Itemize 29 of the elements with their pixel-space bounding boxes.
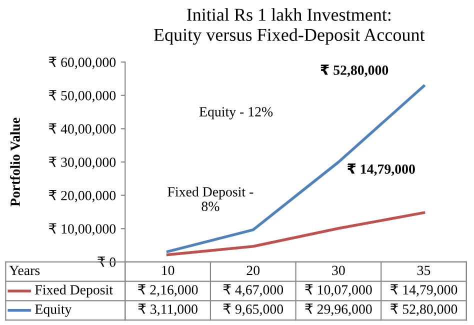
legend-label: Equity (35, 304, 72, 317)
data-label: ₹ 9,65,000 (223, 304, 284, 316)
annotation: ₹ 52,80,000 (320, 64, 388, 77)
annotation: ₹ 14,79,000 (347, 164, 415, 176)
x-axis-title: Years (9, 266, 40, 276)
data-label: ₹ 3,11,000 (138, 304, 198, 316)
y-tick-label: ₹ 60,00,000 (48, 56, 116, 70)
x-tick-label: 30 (332, 266, 345, 276)
y-tick-label: ₹ 30,00,000 (48, 156, 116, 169)
annotation: Equity - 12% (199, 107, 273, 120)
x-tick-label: 35 (417, 266, 430, 276)
y-tick-label: ₹ 20,00,000 (48, 190, 116, 202)
y-tick-label: ₹ 50,00,000 (48, 90, 116, 102)
x-tick-label: 10 (162, 266, 174, 276)
y-tick-label: ₹ 40,00,000 (48, 123, 116, 136)
data-label: ₹ 14,79,000 (390, 284, 458, 297)
legend-label: Fixed Deposit (35, 284, 113, 298)
y-tick-label: ₹ 10,00,000 (48, 223, 116, 236)
x-tick-label: 20 (246, 266, 260, 276)
data-label: ₹ 10,07,000 (305, 284, 372, 297)
data-label: ₹ 29,96,000 (305, 304, 372, 316)
line-series (166, 84, 426, 253)
chart-title: Initial Rs 1 lakh Investment: Equity versus Fixed-Deposit Account (154, 8, 425, 45)
annotation: Fixed Deposit - 8% (168, 186, 254, 212)
line-series (166, 211, 426, 256)
data-label: ₹ 4,67,000 (223, 284, 284, 297)
data-label: ₹ 2,16,000 (138, 284, 198, 297)
y-axis-title: Portfolio Value (10, 118, 20, 206)
data-label: ₹ 52,80,000 (390, 304, 458, 316)
